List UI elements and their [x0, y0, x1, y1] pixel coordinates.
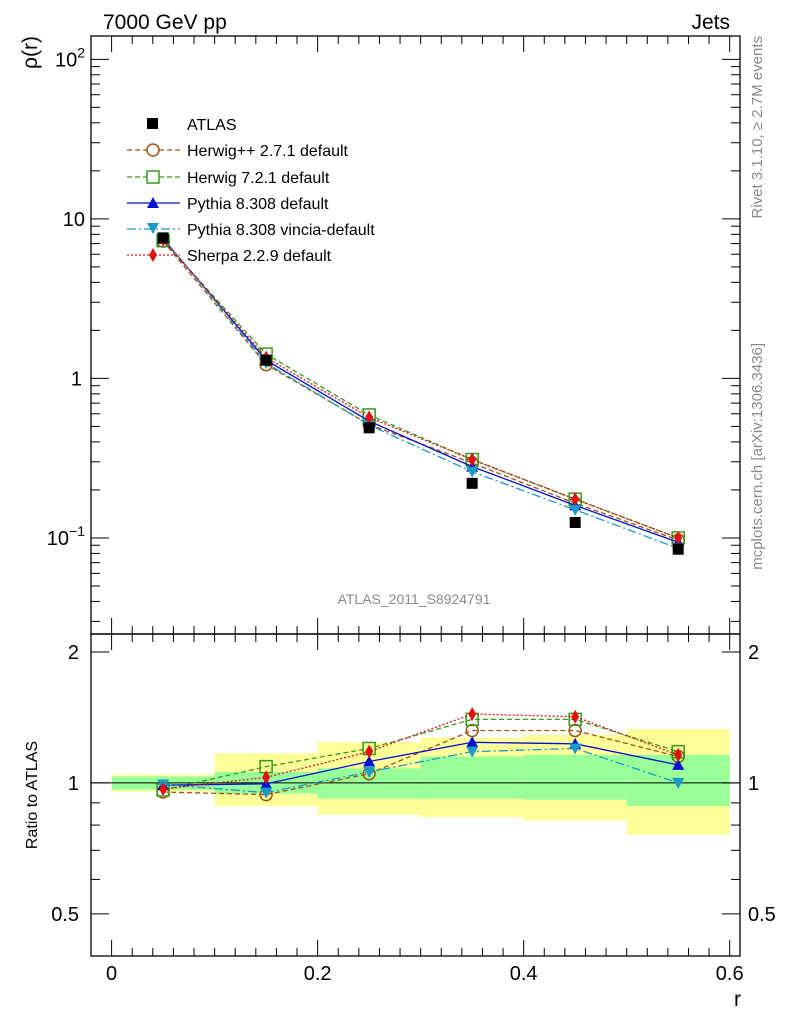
series-main-point-4-2 [365, 410, 374, 425]
series-ratio-point-2-5 [672, 758, 685, 770]
legend-label-atlas: ATLAS [187, 117, 237, 134]
series-ratio-point-4-4 [571, 709, 580, 724]
series-main-4 [159, 232, 683, 545]
ratio-series-group [156, 707, 685, 802]
series-main-line-4 [162, 239, 679, 539]
data-point-atlas-2 [363, 422, 375, 434]
data-points-atlas [157, 232, 684, 555]
x-tick-label-3: 0.6 [716, 963, 744, 985]
data-point-atlas-0 [157, 232, 169, 244]
series-main-2 [157, 232, 685, 548]
series-ratio-point-4-3 [468, 707, 477, 722]
series-ratio-point-2-3 [466, 736, 479, 748]
legend-marker-herwigpp [146, 143, 160, 157]
x-axis-label: r [734, 988, 741, 1011]
series-ratio-4 [159, 707, 683, 797]
series-main-line-3 [162, 237, 679, 550]
legend: ATLAS Herwig++ 2.7.1 default Herwig 7.2.… [127, 117, 375, 265]
series-ratio-point-3-5 [672, 777, 685, 789]
legend-marker-herwig7 [146, 170, 160, 184]
series-ratio-point-0-4 [568, 723, 582, 738]
legend-entry-vincia: Pythia 8.308 vincia-default [127, 222, 375, 239]
data-point-atlas-5 [672, 543, 684, 555]
series-ratio-line-2 [163, 741, 679, 786]
series-ratio-point-4-5 [674, 747, 683, 762]
data-point-atlas-3 [466, 477, 478, 489]
series-ratio-point-4-2 [365, 744, 374, 759]
y-tick-label-main-2: 10 [63, 209, 85, 231]
series-ratio-line-4 [163, 713, 679, 790]
mcplots-caption: mcplots.cern.ch [arXiv:1306.3436] [749, 343, 766, 570]
data-point-atlas-4 [569, 516, 581, 528]
series-main-line-2 [162, 238, 679, 543]
series-main-line-0 [162, 240, 679, 541]
header-left: 7000 GeV pp [103, 11, 227, 34]
legend-label-pythia: Pythia 8.308 default [187, 196, 329, 213]
series-main-3 [157, 233, 685, 555]
series-main-1 [156, 233, 685, 545]
legend-marker-vincia [147, 223, 159, 234]
series-ratio-point-3-4 [569, 743, 582, 755]
y-axis-label: ρ(r) [19, 36, 42, 69]
header-right: Jets [691, 11, 730, 34]
series-main-line-1 [162, 240, 679, 539]
y-tick-label-main-1: 1 [71, 368, 82, 390]
legend-entry-sherpa: Sherpa 2.2.9 default [127, 248, 332, 265]
y-tick-label-ratio-1: 1 [68, 773, 79, 795]
y-tick-label-ratio-right-2: 2 [748, 642, 759, 664]
y-tick-label-ratio-right-0: 0.5 [748, 904, 776, 926]
legend-entry-pythia: Pythia 8.308 default [127, 196, 329, 213]
legend-label-vincia: Pythia 8.308 vincia-default [187, 222, 375, 239]
main-series-group [156, 232, 685, 555]
legend-marker-pythia [147, 197, 159, 208]
series-ratio-point-4-1 [262, 770, 271, 785]
series-ratio-point-3-3 [466, 746, 479, 758]
series-ratio-line-1 [162, 718, 679, 791]
series-main-0 [156, 234, 685, 547]
y-tick-label-ratio-right-1: 1 [748, 773, 759, 795]
analysis-watermark: ATLAS_2011_S8924791 [338, 591, 491, 607]
series-main-point-4-3 [468, 452, 477, 467]
legend-entry-herwigpp: Herwig++ 2.7.1 default [127, 143, 349, 160]
ratio-uncertainty-bands [91, 729, 740, 835]
y-tick-label-main-3: 102 [55, 44, 85, 71]
data-point-atlas-1 [260, 354, 272, 366]
y-tick-label-main-0: 10−1 [47, 523, 85, 550]
series-main-point-4-5 [674, 530, 683, 545]
rivet-caption: Rivet 3.1.10, ≥ 2.7M events [749, 36, 766, 219]
x-tick-label-2: 0.4 [510, 963, 538, 985]
band-stat-4 [523, 754, 627, 800]
legend-label-herwigpp: Herwig++ 2.7.1 default [187, 143, 349, 160]
legend-entry-atlas: ATLAS [147, 117, 237, 134]
axes-group: 0 0.2 0.4 0.6 10−1 1 10 102 0.5 0.5 1 1 2 2 [47, 35, 776, 985]
legend-marker-atlas [147, 118, 158, 129]
series-ratio-point-3-1 [260, 787, 273, 799]
ratio-y-axis-label: Ratio to ATLAS [24, 741, 41, 849]
y-tick-label-ratio-0: 0.5 [51, 904, 79, 926]
legend-label-herwig7: Herwig 7.2.1 default [187, 170, 330, 187]
band-stat-3 [420, 756, 524, 799]
series-main-point-3-4 [569, 504, 582, 516]
series-ratio-line-3 [163, 747, 679, 794]
series-ratio-point-3-2 [363, 766, 376, 778]
series-ratio-point-0-3 [465, 723, 479, 738]
series-main-point-3-3 [466, 466, 479, 478]
legend-label-sherpa: Sherpa 2.2.9 default [187, 248, 332, 265]
series-ratio-point-2-2 [363, 755, 376, 767]
ratio-frame [90, 633, 741, 957]
x-tick-label-0: 0 [106, 963, 117, 985]
series-ratio-point-4-0 [159, 782, 168, 797]
y-tick-label-ratio-2: 2 [68, 642, 79, 664]
legend-marker-sherpa [149, 248, 157, 262]
series-main-point-4-4 [571, 492, 580, 507]
x-tick-label-1: 0.2 [304, 963, 332, 985]
legend-entry-herwig7: Herwig 7.2.1 default [127, 170, 330, 187]
